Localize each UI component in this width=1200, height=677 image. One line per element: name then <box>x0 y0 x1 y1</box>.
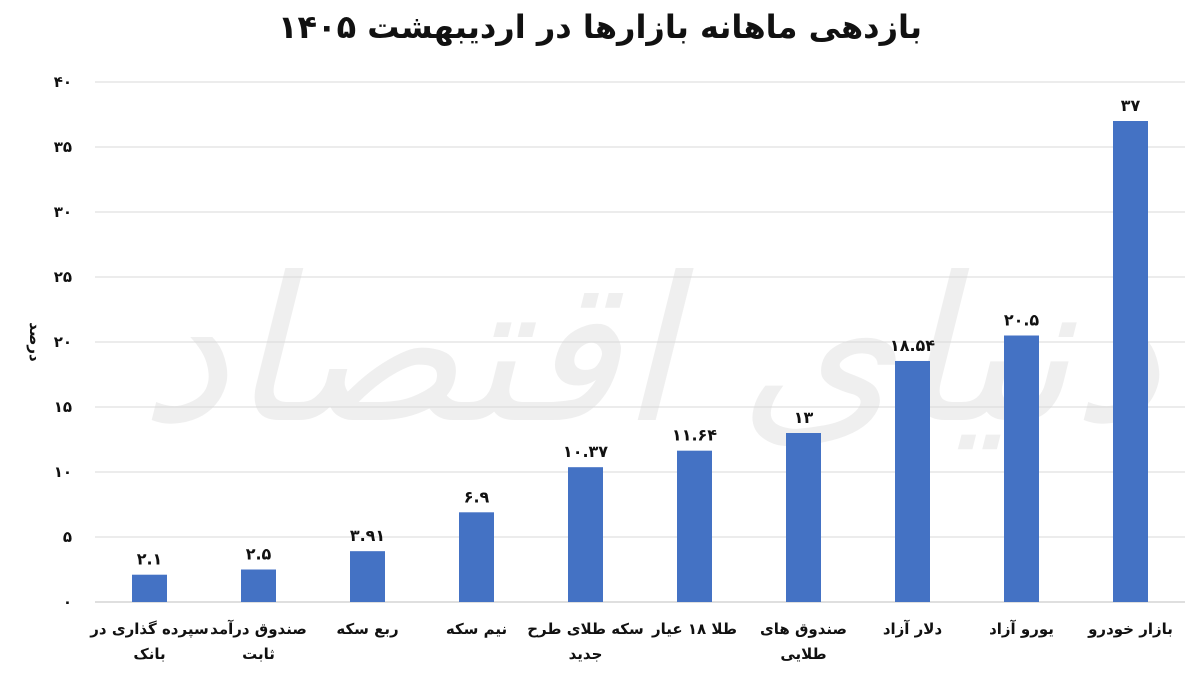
y-tick-label: ۴۰ <box>54 73 72 91</box>
data-label: ۶.۹ <box>464 487 490 506</box>
y-tick-label: ۰ <box>63 593 72 611</box>
x-tick-label: طلایی <box>780 645 826 663</box>
bar <box>241 569 276 602</box>
x-tick-label: بانک <box>133 645 165 663</box>
bar <box>1113 121 1148 602</box>
y-tick-label: ۱۰ <box>54 463 72 481</box>
data-label: ۱۳ <box>794 408 814 427</box>
bar <box>459 512 494 602</box>
y-axis: ۰ ۵ ۱۰ ۱۵ ۲۰ ۲۵ ۳۰ ۳۵ ۴۰ <box>54 73 72 611</box>
data-labels: ۲.۱ ۲.۵ ۳.۹۱ ۶.۹ ۱۰.۳۷ ۱۱.۶۴ ۱۳ ۱۸.۵۴ ۲۰.۵ ۳۷ <box>137 96 1141 569</box>
bar <box>350 551 385 602</box>
x-tick-label: یورو آزاد <box>989 620 1054 638</box>
bar <box>677 450 712 602</box>
bar <box>132 574 167 602</box>
x-tick-label: سپرده گذاری در <box>89 620 208 639</box>
y-tick-label: ۲۵ <box>54 268 72 286</box>
y-tick-label: ۲۰ <box>54 333 72 351</box>
x-tick-label: بازار خودرو <box>1087 620 1173 638</box>
y-tick-label: ۳۵ <box>54 138 72 156</box>
bar <box>895 360 930 602</box>
x-tick-label: ربع سکه <box>336 620 398 638</box>
y-tick-label: ۳۰ <box>54 203 72 221</box>
y-axis-label: درصد <box>26 322 44 362</box>
data-label: ۲۰.۵ <box>1004 311 1040 330</box>
bar <box>786 433 821 602</box>
x-tick-label: نیم سکه <box>446 620 507 638</box>
data-label: ۳.۹۱ <box>350 526 385 545</box>
x-tick-label: سکه طلای طرح <box>527 620 644 638</box>
bar <box>568 467 603 602</box>
bars <box>132 121 1148 602</box>
data-label: ۳۷ <box>1121 96 1141 115</box>
x-tick-label: صندوق درآمد <box>210 620 307 638</box>
gridlines <box>95 81 1185 603</box>
x-tick-label: جدید <box>569 645 603 663</box>
data-label: ۱۸.۵۴ <box>890 336 935 355</box>
data-label: ۱۱.۶۴ <box>672 426 717 445</box>
data-label: ۲.۵ <box>246 545 272 564</box>
y-tick-label: ۱۵ <box>54 398 72 416</box>
watermark: دنیای اقتصاد <box>139 235 1161 468</box>
x-tick-label: ثابت <box>242 645 275 663</box>
x-tick-label: طلا ۱۸ عیار <box>651 620 737 638</box>
data-label: ۲.۱ <box>137 550 163 569</box>
bar <box>1004 335 1039 602</box>
x-tick-label: صندوق های <box>760 620 847 638</box>
x-axis: سپرده گذاری در بانک صندوق درآمد ثابت ربع سکه… <box>89 620 1173 663</box>
x-tick-label: دلار آزاد <box>883 620 943 638</box>
chart-title: بازدهی ماهانه بازارها در اردیبهشت ۱۴۰۵ <box>277 8 923 46</box>
y-tick-label: ۵ <box>63 528 72 546</box>
data-label: ۱۰.۳۷ <box>563 442 608 461</box>
